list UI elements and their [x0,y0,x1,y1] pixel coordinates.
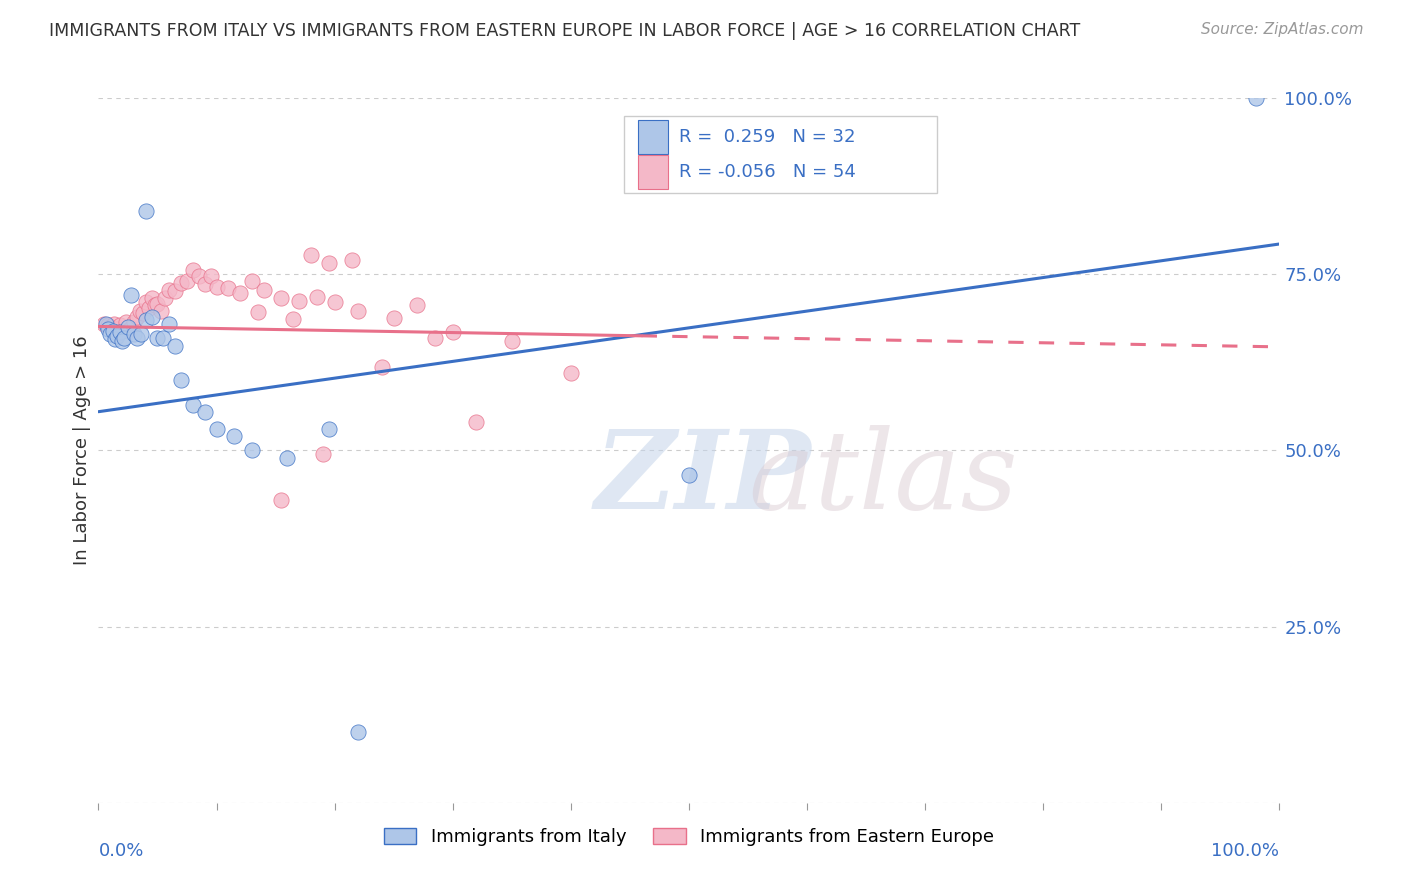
Point [342,253,364,268]
Point [132,306,155,320]
Point [157,283,180,297]
Point [318,422,340,436]
Point [122,314,145,328]
Point [97,318,120,332]
Point [93,317,115,331]
Bar [638,155,668,189]
Point [135,313,157,327]
Point [165,284,187,298]
Point [270,291,292,305]
Point [141,310,163,324]
Point [111,324,134,338]
Point [117,324,139,338]
Point [146,297,169,311]
Point [103,317,125,331]
Point [135,295,157,310]
Point [253,283,276,297]
Point [105,329,128,343]
Point [224,429,246,443]
Point [143,298,166,312]
Point [305,290,328,304]
Point [146,331,169,345]
Point [270,492,292,507]
Text: Source: ZipAtlas.com: Source: ZipAtlas.com [1201,22,1364,37]
Point [200,268,222,283]
Point [181,398,204,412]
Point [138,301,160,315]
Point [347,304,370,318]
Point [98,327,121,342]
Point [312,447,335,461]
Point [94,317,117,331]
Point [194,277,217,292]
Point [1244,91,1267,105]
Point [299,247,322,261]
Point [122,327,145,342]
Point [129,327,152,342]
Point [205,280,228,294]
Point [240,274,263,288]
Point [406,298,429,312]
Point [170,373,193,387]
Point [104,332,127,346]
Point [98,320,121,334]
Point [176,274,198,288]
FancyBboxPatch shape [624,116,936,194]
Point [101,324,124,338]
Point [105,322,128,336]
Point [141,291,163,305]
Point [678,468,700,483]
Point [217,281,239,295]
Point [371,360,394,375]
Point [114,315,136,329]
Text: 100.0%: 100.0% [1212,841,1279,860]
Point [157,317,180,331]
Point [111,334,134,349]
Y-axis label: In Labor Force | Age > 16: In Labor Force | Age > 16 [73,335,91,566]
Point [170,276,193,290]
Point [465,415,488,429]
Text: R =  0.259   N = 32: R = 0.259 N = 32 [679,128,856,145]
Text: R = -0.056   N = 54: R = -0.056 N = 54 [679,163,856,181]
Point [240,443,263,458]
Point [205,422,228,436]
Point [152,331,174,345]
Point [347,725,370,739]
Point [194,405,217,419]
Point [560,366,582,380]
Point [229,285,252,300]
Point [127,310,149,324]
Legend: Immigrants from Italy, Immigrants from Eastern Europe: Immigrants from Italy, Immigrants from E… [377,821,1001,854]
Point [382,310,405,325]
Point [441,325,464,339]
Text: 0.0%: 0.0% [98,841,143,860]
Point [112,331,135,345]
Point [323,295,346,310]
Point [128,304,150,318]
Point [276,450,298,465]
Text: ZIP: ZIP [595,425,811,533]
Point [150,304,173,318]
Point [318,256,340,270]
Text: atlas: atlas [748,425,1018,533]
Point [501,334,523,349]
Point [121,321,143,335]
Point [153,291,176,305]
Point [135,203,157,218]
Point [288,294,311,309]
Bar [638,120,668,153]
Point [97,322,120,336]
Point [108,325,131,339]
Point [121,288,143,302]
Point [108,318,131,332]
Point [187,268,209,283]
Point [246,305,269,319]
Point [181,263,204,277]
Point [165,339,187,353]
Point [127,331,149,345]
Text: IMMIGRANTS FROM ITALY VS IMMIGRANTS FROM EASTERN EUROPE IN LABOR FORCE | AGE > 1: IMMIGRANTS FROM ITALY VS IMMIGRANTS FROM… [49,22,1080,40]
Point [283,312,305,326]
Point [117,320,139,334]
Point [423,331,446,345]
